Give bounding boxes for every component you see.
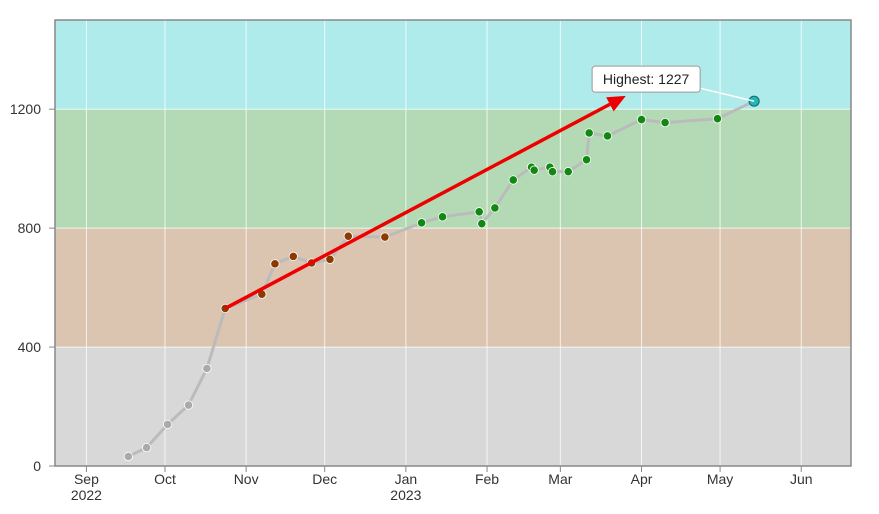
data-point[interactable] (490, 203, 500, 213)
trend-arrow-shaft (224, 102, 611, 310)
annotations: Highest: 1227 (591, 65, 755, 102)
zone-band (55, 20, 851, 110)
zone-band (55, 228, 851, 348)
data-point[interactable] (343, 231, 353, 241)
data-point[interactable] (508, 175, 518, 185)
data-point[interactable] (584, 128, 594, 138)
data-point[interactable] (636, 115, 647, 125)
annotation-box (591, 65, 701, 93)
data-point[interactable] (437, 212, 448, 222)
data-point[interactable] (477, 219, 487, 229)
zone-bands (55, 20, 851, 466)
x-tick-label: Feb (475, 471, 499, 487)
x-tick-label: Dec (312, 471, 337, 487)
data-point[interactable] (581, 155, 592, 165)
y-axis: 0 400 800 1200 (10, 101, 55, 474)
data-point[interactable] (123, 451, 133, 462)
zone-band (55, 347, 851, 466)
data-point[interactable] (529, 165, 539, 175)
data-point[interactable] (270, 259, 280, 269)
annotation-label: Highest: 1227 (603, 71, 690, 87)
data-point[interactable] (547, 167, 558, 177)
x-tick-label: Oct (154, 471, 176, 487)
data-point[interactable] (380, 232, 390, 242)
x-tick-label: Sep (74, 471, 99, 487)
data-point[interactable] (602, 131, 613, 141)
trend-arrow-head (606, 95, 626, 112)
x-tick-label: Jan (395, 471, 418, 487)
annotation-connector (699, 87, 755, 102)
data-point[interactable] (183, 400, 194, 410)
x-tick-label: Mar (548, 471, 572, 487)
data-point[interactable] (660, 117, 670, 128)
trend-arrow (224, 95, 626, 310)
data-point[interactable] (416, 218, 427, 228)
data-point[interactable] (288, 251, 298, 261)
data-point[interactable] (202, 363, 212, 374)
zone-band (55, 109, 851, 229)
y-tick-label: 400 (18, 339, 42, 355)
data-point[interactable] (474, 207, 484, 217)
data-point[interactable] (325, 254, 335, 264)
plot-frame (54, 19, 852, 467)
data-point[interactable] (142, 442, 152, 453)
x-tick-label: May (707, 471, 733, 487)
data-point[interactable] (162, 419, 173, 429)
data-point[interactable] (563, 167, 573, 177)
data-point[interactable] (712, 114, 723, 124)
y-tick-label: 1200 (10, 101, 41, 117)
y-tick-label: 800 (18, 220, 42, 236)
x-tick-year-label: 2023 (390, 487, 421, 503)
x-tick-label: Apr (631, 471, 653, 487)
x-tick-label: Jun (790, 471, 813, 487)
x-tick-label: Nov (234, 471, 259, 487)
y-tick-label: 0 (33, 458, 41, 474)
x-tick-year-label: 2022 (71, 487, 102, 503)
